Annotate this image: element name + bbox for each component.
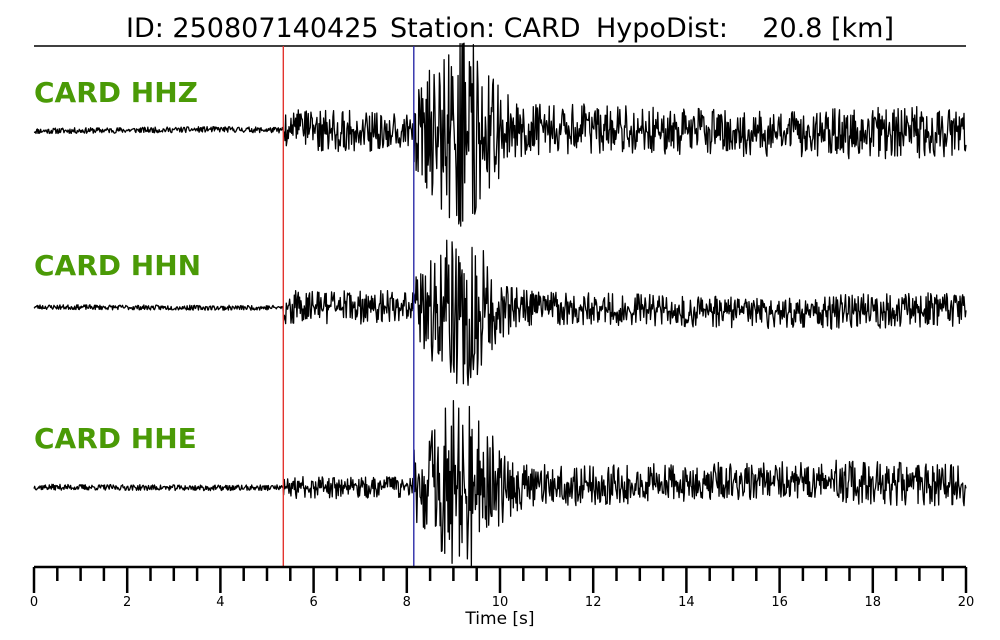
x-tick-label: 16 — [771, 595, 788, 610]
waveform-card-hhz — [33, 42, 967, 227]
x-tick-label: 6 — [309, 595, 317, 610]
x-tick-label: 14 — [678, 595, 695, 610]
channel-label-hhz: CARD HHZ — [34, 76, 198, 109]
station-name: Station: CARD — [390, 13, 581, 44]
channel-labels: CARD HHZ CARD HHN CARD HHE — [34, 76, 201, 455]
channel-label-hhe: CARD HHE — [34, 422, 197, 455]
waveform-card-hhe — [33, 399, 967, 567]
waveform-traces — [33, 42, 967, 567]
phase-picks — [282, 46, 415, 567]
hypocentral-distance: HypoDist: 20.8 [km] — [596, 13, 894, 44]
x-tick-label: 10 — [492, 595, 509, 610]
x-tick-label: 0 — [30, 595, 38, 610]
x-tick-label: 2 — [123, 595, 131, 610]
event-id: ID: 250807140425 — [126, 13, 379, 44]
x-tick-label: 8 — [403, 595, 411, 610]
x-tick-label: 20 — [958, 595, 975, 610]
header: ID: 250807140425 Station: CARD HypoDist:… — [126, 13, 894, 44]
x-tick-label: 4 — [216, 595, 224, 610]
x-tick-label: 18 — [865, 595, 882, 610]
waveform-card-hhn — [33, 239, 967, 386]
time-axis: 0 2 4 6 8 10 12 14 16 18 20 — [30, 565, 975, 610]
x-axis-label: Time [s] — [464, 609, 534, 629]
x-tick-label: 12 — [585, 595, 602, 610]
channel-label-hhn: CARD HHN — [34, 249, 201, 282]
